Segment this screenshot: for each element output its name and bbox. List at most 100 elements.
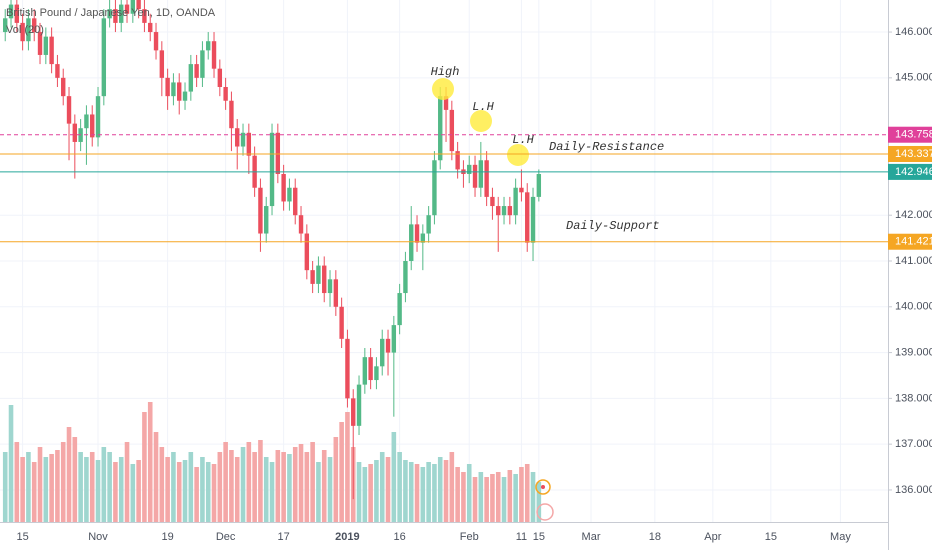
volume-bar [420, 467, 426, 522]
volume-bar [43, 457, 49, 522]
volume-bar [281, 452, 286, 522]
volume-bar [490, 474, 495, 522]
event-icon [541, 485, 545, 489]
price-tag [888, 163, 932, 180]
volume-bar [275, 450, 281, 522]
candle-body [449, 109, 455, 152]
volume-bar [374, 460, 379, 522]
volume-bar [333, 437, 339, 522]
volume-bar [118, 457, 124, 522]
candles [3, 0, 542, 500]
volume-bar [2, 452, 8, 522]
annotation: Daily-Resistance [549, 140, 664, 154]
chart-title: British Pound / Japanese Yen, 1D, OANDA [6, 7, 216, 19]
candle-body [362, 357, 368, 385]
volume-bar [530, 472, 536, 522]
volume-bar [292, 447, 298, 522]
volume-bar [246, 442, 252, 522]
volume-bar [536, 482, 542, 522]
volume-bar [72, 437, 78, 522]
x-tick-label: 19 [161, 531, 173, 543]
volume-bar [258, 440, 263, 522]
candle-body [124, 4, 130, 14]
candle-body [165, 77, 170, 97]
candle-body [490, 196, 495, 207]
candle-body [351, 398, 356, 426]
volume-bar [194, 467, 199, 522]
candle-body [333, 279, 339, 307]
volume-bar [49, 454, 54, 522]
candle-body [66, 96, 72, 124]
volume-bar [391, 432, 397, 522]
candle-body [37, 32, 43, 55]
volume-bar [37, 447, 43, 522]
y-tick-label: 137.000 [895, 438, 932, 450]
volume-bar [426, 462, 431, 522]
volume-bar [327, 457, 333, 522]
volume-bar [466, 464, 472, 522]
price-tag-label: 143.337 [895, 148, 932, 160]
candle-body [26, 18, 31, 42]
volume-bar [130, 464, 136, 522]
candle-body [55, 64, 60, 78]
overlay: High L.H L.H Daily-Resistance Daily-Support [0, 65, 888, 521]
candle-body [322, 265, 327, 294]
volume-bar [269, 462, 275, 522]
volume-bar [89, 452, 95, 522]
x-tick-label: 16 [394, 531, 406, 543]
candle-body [281, 174, 286, 202]
grid [0, 0, 888, 522]
candle-body [246, 132, 252, 156]
candle-body [136, 0, 141, 10]
candle-body [310, 270, 315, 284]
candle-body [484, 160, 489, 197]
x-tick-label: 2019 [335, 531, 359, 543]
candle-body [72, 123, 78, 142]
volume-bar [263, 457, 269, 522]
volume-bar [310, 442, 315, 522]
volume-bar [78, 452, 83, 522]
candle-body [368, 357, 373, 381]
y-tick-label: 140.000 [895, 301, 932, 313]
candle-body [217, 68, 223, 87]
volume-bar [14, 442, 20, 522]
volume-bar [298, 444, 304, 522]
volume-bar [234, 457, 240, 522]
candle-body [536, 174, 542, 197]
candle-body [513, 187, 518, 216]
candle-body [258, 187, 263, 234]
x-tick-label: Dec [216, 531, 236, 543]
volume-bar [368, 464, 373, 522]
volume-bar [385, 457, 391, 522]
volume-bar [240, 447, 246, 522]
price-tag [888, 126, 932, 143]
volume-bar [524, 464, 530, 522]
volume-bar [176, 462, 182, 522]
y-tick-label: 136.000 [895, 484, 932, 496]
volume-bar [339, 422, 344, 522]
volume-bar [223, 442, 228, 522]
candle-body [438, 96, 443, 161]
candle-body [182, 91, 188, 101]
volume-bar [101, 447, 107, 522]
candle-body [269, 132, 275, 207]
candle-body [107, 9, 112, 19]
candle-body [49, 36, 54, 65]
candle-body [414, 224, 420, 243]
volume-bar [84, 457, 89, 522]
volume-bar [408, 462, 414, 522]
event-icon[interactable] [536, 503, 554, 521]
volume-label: Vol (20) [6, 24, 44, 36]
candle-body [142, 9, 147, 23]
volume-bar [165, 457, 170, 522]
axes: 136.000 137.000 138.000 139.000 140.000 141.0… [16, 26, 932, 543]
volume-bar [124, 442, 130, 522]
volume-bar [136, 460, 141, 522]
volume-bar [362, 467, 368, 522]
volume-bar [147, 402, 153, 522]
volume-bar [113, 462, 118, 522]
event-icon[interactable] [535, 479, 551, 495]
price-tag [888, 145, 932, 162]
candle-body [304, 233, 310, 271]
